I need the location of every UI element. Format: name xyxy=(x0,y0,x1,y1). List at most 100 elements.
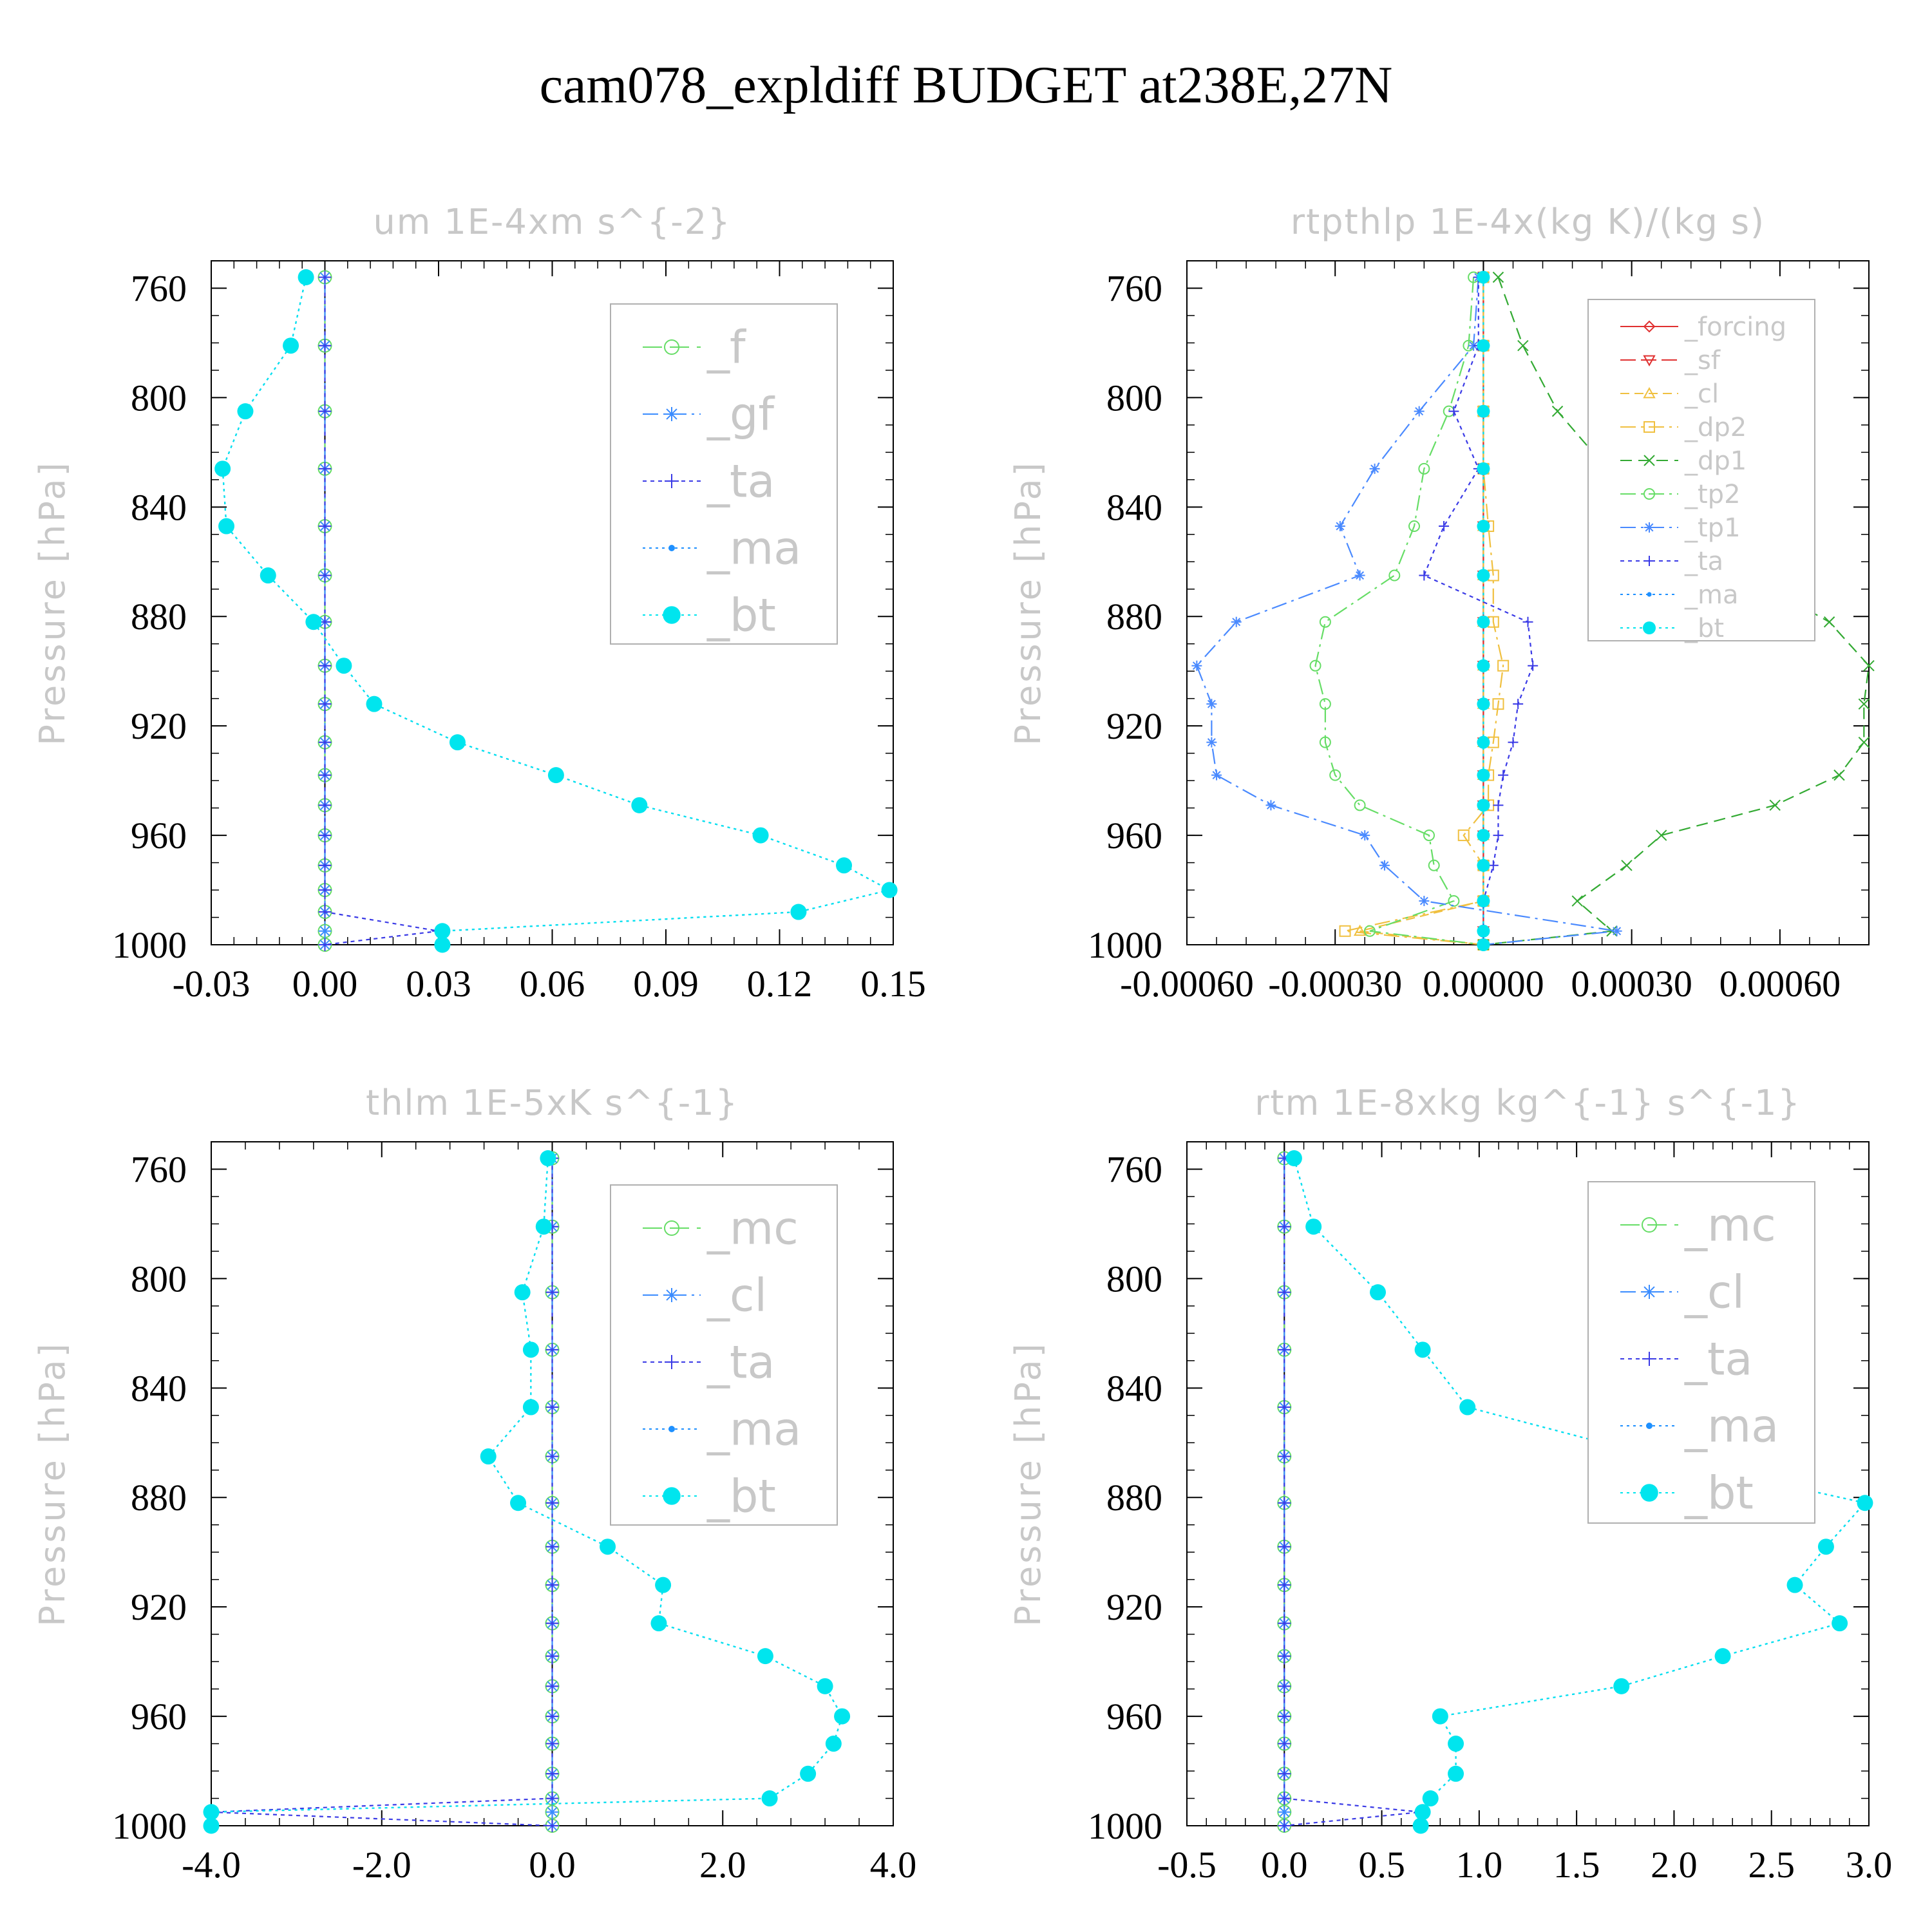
data-point xyxy=(449,734,466,751)
data-point xyxy=(1508,737,1519,748)
data-point xyxy=(1621,860,1633,871)
x-tick-label: 0.06 xyxy=(520,963,585,1005)
data-point xyxy=(1379,860,1390,871)
series-bt xyxy=(203,1150,851,1834)
data-point xyxy=(1354,799,1366,811)
data-point xyxy=(1353,924,1367,936)
data-point xyxy=(1278,1792,1291,1805)
series-line xyxy=(222,277,892,945)
legend-label: _bt xyxy=(1684,614,1724,643)
data-point xyxy=(1477,799,1490,812)
y-tick-label: 760 xyxy=(131,1148,187,1190)
data-point xyxy=(283,337,299,354)
data-point xyxy=(1278,1819,1291,1832)
data-point xyxy=(1278,1401,1291,1414)
x-tick-label: 0.09 xyxy=(633,963,699,1005)
series-line xyxy=(1423,277,1534,945)
data-point xyxy=(1305,1218,1322,1235)
data-point xyxy=(825,1736,842,1752)
data-point xyxy=(1354,570,1365,581)
panel-title: rtpthlp 1E-4x(kg K)/(kg s) xyxy=(1291,202,1765,242)
series-line xyxy=(211,1158,553,1827)
y-tick-label: 960 xyxy=(1106,1696,1162,1738)
data-point xyxy=(1278,1710,1291,1723)
data-point xyxy=(1278,1805,1291,1819)
data-point xyxy=(318,799,332,812)
data-point xyxy=(1493,830,1504,841)
y-tick-label: 760 xyxy=(1106,1148,1162,1190)
y-axis-title: Pressure [hPa] xyxy=(32,1341,73,1626)
data-point xyxy=(318,768,332,782)
x-tick-label: 1.5 xyxy=(1553,1844,1600,1886)
data-point xyxy=(545,1710,559,1723)
data-point xyxy=(817,1678,833,1694)
data-point xyxy=(1769,799,1781,811)
data-point xyxy=(1611,925,1622,936)
data-point xyxy=(1477,569,1490,582)
legend-label: _mc xyxy=(1684,1199,1776,1252)
data-point xyxy=(1477,938,1490,951)
legend-marker xyxy=(665,407,679,421)
x-tick-label: 4.0 xyxy=(870,1844,917,1886)
x-tick-label: -0.5 xyxy=(1157,1844,1217,1886)
data-point xyxy=(545,1401,559,1414)
legend-box xyxy=(610,1184,838,1526)
legend-label: _ma xyxy=(1684,1400,1779,1453)
y-axis-title: Pressure [hPa] xyxy=(1008,460,1048,745)
series-line xyxy=(1345,277,1504,946)
legend-marker xyxy=(1643,386,1656,399)
data-point xyxy=(203,1817,220,1834)
data-point xyxy=(318,884,332,897)
data-point xyxy=(318,270,332,284)
panel-title: um 1E-4xm s^{-2} xyxy=(374,202,732,242)
data-point xyxy=(545,1496,559,1510)
legend-label: _tp1 xyxy=(1684,513,1741,543)
data-point xyxy=(1477,659,1490,672)
panel-title: thlm 1E-5xK s^{-1} xyxy=(366,1083,739,1123)
data-point xyxy=(1571,895,1583,907)
data-point xyxy=(545,1285,559,1299)
legend-marker xyxy=(1642,1352,1656,1366)
data-point xyxy=(535,1218,552,1235)
legend-marker xyxy=(1644,556,1654,566)
data-point xyxy=(434,923,451,940)
y-tick-label: 760 xyxy=(1106,267,1162,309)
legend-marker xyxy=(1646,1423,1653,1429)
data-point xyxy=(1278,1285,1291,1299)
data-point xyxy=(1459,1399,1476,1416)
data-point xyxy=(600,1539,616,1555)
data-point xyxy=(237,403,254,420)
legend-label: _ta xyxy=(706,455,775,508)
y-tick-label: 960 xyxy=(131,815,187,857)
legend: _mc _cl _ta _ma _bt xyxy=(1587,1181,1815,1524)
data-point xyxy=(1823,616,1835,628)
data-point xyxy=(631,797,648,813)
data-point xyxy=(1858,736,1870,748)
legend-label: _cl xyxy=(1684,379,1719,409)
data-point xyxy=(1498,770,1509,781)
data-point xyxy=(1278,1649,1291,1663)
data-point xyxy=(305,614,322,630)
legend-label: _ma xyxy=(706,522,801,575)
x-tick-label: 0.03 xyxy=(406,963,471,1005)
data-point xyxy=(1513,699,1524,710)
data-point xyxy=(1265,800,1276,811)
data-point xyxy=(1457,829,1470,842)
legend-marker xyxy=(664,1220,679,1236)
data-point xyxy=(1414,1341,1431,1358)
legend-label: _ma xyxy=(706,1403,801,1456)
data-point xyxy=(1369,463,1380,474)
series-bt xyxy=(214,269,898,953)
data-point xyxy=(1448,406,1459,417)
legend-label: _mc xyxy=(706,1202,799,1255)
data-point xyxy=(1477,858,1490,872)
data-point xyxy=(1528,660,1539,671)
legend-label: _dp2 xyxy=(1684,413,1747,442)
data-point xyxy=(752,827,769,844)
data-point xyxy=(1857,1495,1873,1511)
data-point xyxy=(203,1804,220,1821)
legend-marker xyxy=(1643,355,1656,367)
y-tick-label: 880 xyxy=(1106,596,1162,638)
data-point xyxy=(1477,615,1490,629)
data-point xyxy=(545,1578,559,1592)
